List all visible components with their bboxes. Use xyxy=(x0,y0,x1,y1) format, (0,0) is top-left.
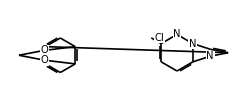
Text: N: N xyxy=(173,29,181,39)
Text: O: O xyxy=(40,55,48,65)
Text: O: O xyxy=(40,45,48,55)
Text: N: N xyxy=(206,51,214,61)
Text: N: N xyxy=(189,39,196,49)
Text: Cl: Cl xyxy=(154,33,164,43)
